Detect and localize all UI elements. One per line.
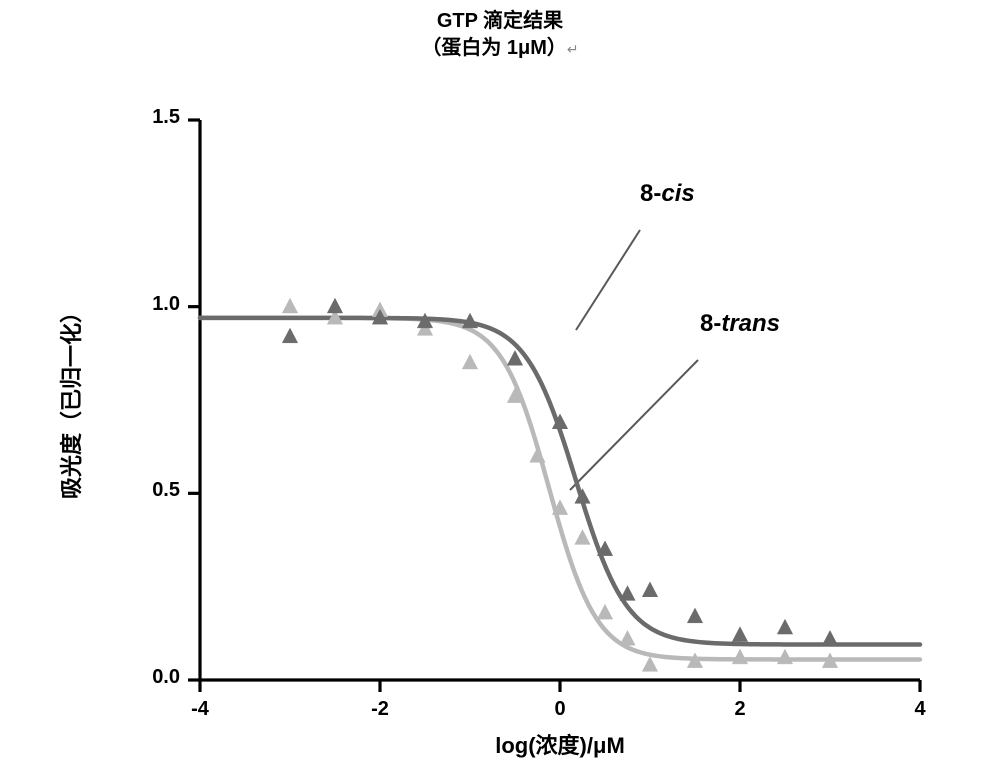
marker-cis bbox=[327, 298, 342, 313]
marker-cis bbox=[822, 631, 837, 646]
fit-curve-cis bbox=[200, 318, 920, 645]
marker-cis bbox=[620, 586, 635, 601]
y-tick-label: 1.5 bbox=[120, 106, 180, 129]
marker-trans bbox=[620, 631, 635, 646]
x-tick-label: -4 bbox=[170, 698, 230, 721]
marker-cis bbox=[282, 328, 297, 343]
marker-cis bbox=[777, 619, 792, 634]
leader-line-cis bbox=[576, 230, 640, 330]
x-tick-label: -2 bbox=[350, 698, 410, 721]
x-tick-label: 2 bbox=[710, 698, 770, 721]
y-tick-label: 1.0 bbox=[120, 293, 180, 316]
marker-trans bbox=[642, 657, 657, 672]
marker-cis bbox=[687, 608, 702, 623]
y-tick-label: 0.5 bbox=[120, 479, 180, 502]
x-tick-label: 0 bbox=[530, 698, 590, 721]
marker-trans bbox=[462, 354, 477, 369]
marker-trans bbox=[732, 649, 747, 664]
marker-trans bbox=[597, 604, 612, 619]
marker-trans bbox=[777, 649, 792, 664]
marker-trans bbox=[575, 530, 590, 545]
marker-trans bbox=[282, 298, 297, 313]
y-tick-label: 0.0 bbox=[120, 666, 180, 689]
fit-curve-trans bbox=[200, 318, 920, 660]
leader-line-trans bbox=[570, 360, 698, 490]
x-tick-label: 4 bbox=[890, 698, 950, 721]
marker-cis bbox=[732, 627, 747, 642]
marker-trans bbox=[530, 448, 545, 463]
marker-cis bbox=[642, 582, 657, 597]
